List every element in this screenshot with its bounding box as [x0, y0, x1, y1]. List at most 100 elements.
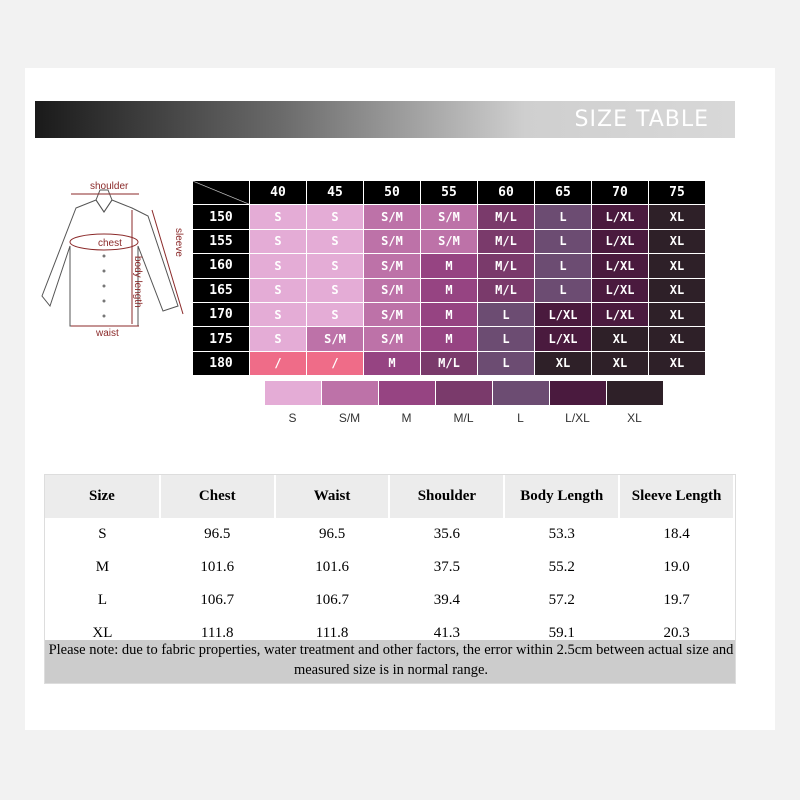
size-cell: S/M: [307, 327, 364, 352]
size-cell: S: [250, 205, 307, 230]
table-cell: 111.8: [315, 625, 349, 641]
legend-label: M/L: [453, 411, 474, 425]
legend-item: L/XL: [549, 381, 606, 425]
table-cell: 18.4: [663, 526, 690, 542]
size-cell: XL: [535, 351, 592, 377]
column-header-waist: 40: [250, 181, 307, 206]
legend-item: M/L: [435, 381, 492, 425]
legend-item: S: [264, 381, 321, 425]
grid-corner-diagonal: [193, 181, 250, 206]
size-cell: XL: [649, 229, 706, 255]
size-cell: /: [307, 351, 364, 377]
size-cell: S: [307, 229, 364, 255]
legend-swatch: [264, 381, 321, 405]
table-cell: 59.1: [548, 625, 575, 641]
table-cell: 101.6: [200, 559, 235, 575]
legend-label: L: [517, 411, 524, 425]
size-cell: M: [421, 278, 478, 303]
row-header-height: 170: [193, 302, 250, 328]
size-cell: M: [421, 302, 478, 328]
size-cell: M/L: [478, 254, 535, 279]
table-cell: 96.5: [318, 526, 346, 542]
size-cell: XL: [592, 351, 649, 377]
column-header: Waist: [274, 475, 391, 518]
size-cell: L: [535, 278, 592, 303]
size-cell: S: [250, 254, 307, 279]
size-cell: S/M: [364, 229, 421, 255]
table-cell: 19.0: [663, 559, 690, 575]
size-cell: L/XL: [592, 254, 649, 279]
row-header-height: 175: [193, 327, 250, 352]
size-cell: S/M: [364, 302, 421, 328]
size-cell: XL: [649, 278, 706, 303]
waist-label: waist: [95, 328, 119, 336]
size-cell: S: [307, 278, 364, 303]
table-cell: 106.7: [315, 592, 349, 608]
column-header: Shoulder: [389, 475, 506, 518]
table-cell: 57.2: [548, 592, 575, 608]
column-header-waist: 45: [307, 181, 364, 206]
table-cell: 96.5: [204, 526, 231, 542]
legend-item: L: [492, 381, 549, 425]
size-cell: S: [250, 229, 307, 255]
legend-label: L/XL: [565, 411, 590, 425]
table-cell: 106.7: [200, 592, 235, 608]
column-header-waist: 60: [478, 181, 535, 206]
note-text: Please note: due to fabric properties, w…: [48, 642, 734, 678]
legend-swatch: [549, 381, 606, 405]
column-header-waist: 75: [649, 181, 706, 206]
legend-label: S: [288, 411, 297, 425]
size-cell: L: [478, 302, 535, 328]
column-header-waist: 50: [364, 181, 421, 206]
size-cell: S/M: [421, 229, 478, 255]
size-cell: L: [535, 229, 592, 255]
size-cell: XL: [649, 351, 706, 377]
size-cell: M: [421, 254, 478, 279]
table-cell: 20.3: [663, 625, 690, 641]
legend-item: M: [378, 381, 435, 425]
size-cell: S: [250, 302, 307, 328]
table-cell: 101.6: [315, 559, 349, 575]
shirt-diagram-icon: shoulder chest waist body length sleeve: [41, 181, 184, 336]
size-legend: S S/M M M/L L L/XL XL: [264, 381, 663, 425]
column-header-waist: 65: [535, 181, 592, 206]
size-cell: L: [535, 254, 592, 279]
shoulder-label: shoulder: [90, 181, 129, 192]
size-cell: L: [535, 205, 592, 230]
size-cell: L/XL: [535, 302, 592, 328]
table-cell: 53.3: [548, 526, 575, 542]
legend-swatch: [321, 381, 378, 405]
size-cell: M/L: [478, 278, 535, 303]
size-cell: S: [250, 278, 307, 303]
size-cell: L/XL: [535, 327, 592, 352]
size-cell: M/L: [478, 205, 535, 230]
legend-label: M: [401, 411, 412, 425]
size-cell: S/M: [421, 205, 478, 230]
table-row: S 96.5 96.5 35.6 53.3 18.4: [45, 518, 734, 551]
table-cell: 41.3: [433, 625, 461, 641]
table-cell: 35.6: [433, 526, 461, 542]
chest-label: chest: [98, 238, 122, 249]
table-cell: 55.2: [548, 559, 575, 575]
legend-swatch: [606, 381, 663, 405]
row-header-height: 165: [193, 278, 250, 303]
measurement-table: Size Chest Waist Shoulder Body Length Sleeve …: [45, 475, 735, 650]
size-cell: XL: [649, 327, 706, 352]
table-cell: L: [97, 592, 107, 608]
size-cell: /: [250, 351, 307, 377]
table-cell: 37.5: [433, 559, 461, 575]
legend-item: XL: [606, 381, 663, 425]
size-cell: L: [478, 327, 535, 352]
column-header: Sleeve Length: [619, 475, 735, 518]
table-row: M 101.6 101.6 37.5 55.2 19.0: [45, 551, 734, 584]
size-cell: L/XL: [592, 278, 649, 303]
size-cell: S: [307, 205, 364, 230]
table-cell: 39.4: [433, 592, 461, 608]
legend-label: XL: [627, 411, 642, 425]
size-cell: L/XL: [592, 205, 649, 230]
legend-label: S/M: [338, 411, 361, 425]
size-cell: XL: [649, 205, 706, 230]
row-header-height: 180: [193, 351, 250, 377]
table-cell: M: [95, 559, 110, 575]
column-header: Size: [45, 475, 161, 518]
